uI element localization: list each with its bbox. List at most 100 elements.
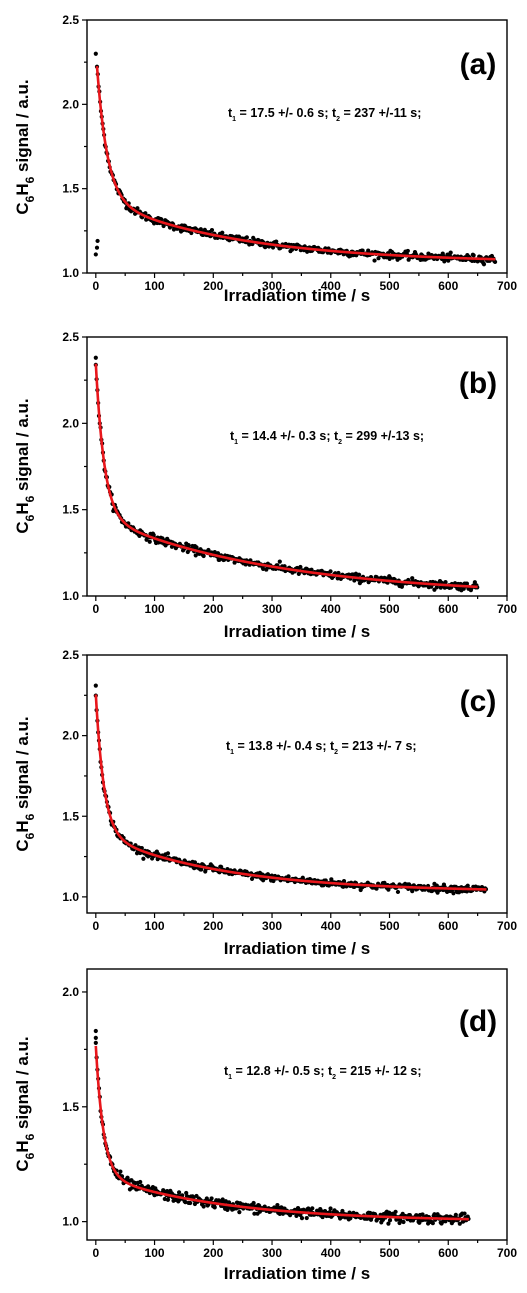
panel-b-y-axis: 1.0 1.5 2.0 2.5 xyxy=(62,330,87,603)
panel-a-data-point xyxy=(305,249,310,254)
panel-a-panel-label: (a) xyxy=(460,48,497,81)
panel-a-data-point xyxy=(448,250,453,255)
panel-a-data-point xyxy=(446,258,451,263)
panel-d-data-points xyxy=(93,1028,471,1226)
panel-a-y-tick-label: 2.0 xyxy=(62,97,79,111)
panel-c-data-point xyxy=(199,867,204,872)
panel-b-data-point xyxy=(194,545,199,550)
panel-b-data-point xyxy=(147,539,152,544)
panel-d-data-point xyxy=(118,1169,123,1174)
panel-a-y-tick-label: 1.0 xyxy=(62,266,79,280)
panel-d-data-point xyxy=(184,1190,189,1196)
panel-d-data-point xyxy=(453,1212,458,1217)
panel-b-data-points xyxy=(93,355,480,593)
panel-b-data-point xyxy=(261,566,266,572)
panel-a-x-tick-label: 700 xyxy=(497,279,517,293)
panel-b-data-point xyxy=(328,569,333,574)
panel-b-data-point xyxy=(201,553,206,559)
panel-a-x-tick-label: 500 xyxy=(380,279,400,293)
panel-b-y-tick-label: 1.0 xyxy=(62,589,79,603)
panel-c-data-points xyxy=(93,683,489,896)
panel-a-data-point xyxy=(209,227,215,233)
panel-b-fit-annotation: t1 = 14.4 +/- 0.3 s; t2 = 299 +/-13 s; xyxy=(230,429,424,446)
panel-c-fit-annotation: t1 = 13.8 +/- 0.4 s; t2 = 213 +/- 7 s; xyxy=(226,739,417,756)
panel-d-x-tick-label: 600 xyxy=(438,1246,458,1260)
panel-b-x-tick-label: 700 xyxy=(497,602,517,616)
panel-b-x-tick-label: 400 xyxy=(321,602,341,616)
panel-c-x-tick-label: 100 xyxy=(145,919,165,933)
panel-a-data-point xyxy=(360,248,365,253)
panel-a-data-point xyxy=(492,259,498,265)
panel-a-y-tick-label: 1.5 xyxy=(62,182,79,196)
panel-b-data-point xyxy=(277,559,282,564)
panel-d-outlier-point xyxy=(93,1035,98,1040)
panel-c-y-axis-title: C6H6 signal / a.u. xyxy=(13,716,37,851)
panel-a-outlier-point xyxy=(93,51,98,56)
panel-a-data-point xyxy=(270,245,276,250)
panel-a-x-tick-label: 100 xyxy=(145,279,165,293)
panel-d-data-point xyxy=(328,1206,333,1211)
panel-b: 0 100 200 300 400 500 600 700 1.0 1.5 2.0 2.5 Irradi… xyxy=(13,330,517,641)
panel-d-data-point xyxy=(165,1197,171,1202)
panel-c-x-tick-label: 700 xyxy=(497,919,517,933)
panel-a-x-tick-label: 600 xyxy=(438,279,458,293)
panel-d-data-point xyxy=(223,1199,228,1204)
panel-b-data-point xyxy=(215,551,221,556)
panel-c-plot-frame xyxy=(86,654,508,914)
panel-b-y-axis-title: C6H6 signal / a.u. xyxy=(13,398,37,533)
panel-a-y-axis: 1.0 1.5 2.0 2.5 xyxy=(62,13,87,280)
panel-d-y-tick-label: 2.0 xyxy=(62,985,79,999)
panel-d-data-point xyxy=(188,1200,193,1206)
panel-d-fit-annotation: t1 = 12.8 +/- 0.5 s; t2 = 215 +/- 12 s; xyxy=(224,1064,422,1081)
panel-d-data-point xyxy=(386,1221,391,1226)
panel-d-data-point xyxy=(93,1040,98,1045)
panel-c-data-point xyxy=(341,879,347,884)
panel-a-data-point xyxy=(366,248,371,253)
panel-a-fit-annotation: t1 = 17.5 +/- 0.6 s; t2 = 237 +/-11 s; xyxy=(228,106,421,123)
panel-b-data-point xyxy=(472,580,477,585)
panel-d-x-axis-title: Irradiation time / s xyxy=(224,1264,370,1283)
panel-d-x-tick-label: 700 xyxy=(497,1246,517,1260)
panel-d-x-tick-label: 0 xyxy=(92,1246,99,1260)
panel-b-x-axis-title: Irradiation time / s xyxy=(224,622,370,641)
panel-b-panel-label: (b) xyxy=(459,367,497,400)
panel-d-data-point xyxy=(401,1219,406,1225)
panel-b-data-point xyxy=(137,533,142,539)
panel-d-data-point xyxy=(430,1221,435,1226)
panel-d-data-point xyxy=(162,1196,167,1202)
panel-a-outlier-point xyxy=(93,252,98,257)
panel-a-x-axis-title: Irradiation time / s xyxy=(224,286,370,305)
panel-b-x-tick-label: 200 xyxy=(203,602,223,616)
panel-d-data-point xyxy=(304,1215,309,1221)
panel-d-fit-line xyxy=(94,1045,469,1221)
panel-c-y-axis: 1.0 1.5 2.0 2.5 xyxy=(62,648,87,904)
panel-c-y-tick-label: 2.5 xyxy=(62,648,79,662)
panel-c-data-point xyxy=(192,860,198,865)
panel-d-data-point xyxy=(310,1206,315,1211)
panel-c-data-point xyxy=(286,874,291,879)
panel-a-data-point xyxy=(481,262,487,267)
panel-b-data-point xyxy=(443,580,448,585)
panel-a-y-tick-label: 2.5 xyxy=(62,13,79,27)
panel-d-data-point xyxy=(320,1214,325,1220)
panel-a-data-point xyxy=(135,206,140,211)
panel-a-data-point xyxy=(159,217,164,222)
panel-c-data-point xyxy=(465,883,470,888)
panel-d-y-tick-label: 1.0 xyxy=(62,1215,79,1229)
panel-d-plot-frame xyxy=(86,968,508,1241)
panel-a: 0 100 200 300 400 500 600 700 1.0 1.5 2.0 2.5 Irradi… xyxy=(13,13,517,305)
panel-a-outlier-point xyxy=(95,238,100,244)
panel-d-panel-label: (d) xyxy=(459,1005,497,1038)
panel-d-data-point xyxy=(298,1212,303,1218)
panel-a-x-axis: 0 100 200 300 400 500 600 700 xyxy=(92,273,517,293)
panel-b-data-point xyxy=(212,550,217,555)
panel-d-data-point xyxy=(432,1212,437,1217)
panel-b-data-point xyxy=(151,532,156,538)
panel-b-data-point xyxy=(461,586,466,591)
panel-a-data-point xyxy=(198,227,203,232)
panel-d-x-tick-label: 300 xyxy=(262,1246,282,1260)
panel-c-y-tick-label: 2.0 xyxy=(62,729,79,743)
panel-c-x-axis-title: Irradiation time / s xyxy=(224,939,370,958)
panel-d-x-axis: 0 100 200 300 400 500 600 700 xyxy=(92,1240,517,1260)
panel-a-plot-frame xyxy=(86,19,508,274)
